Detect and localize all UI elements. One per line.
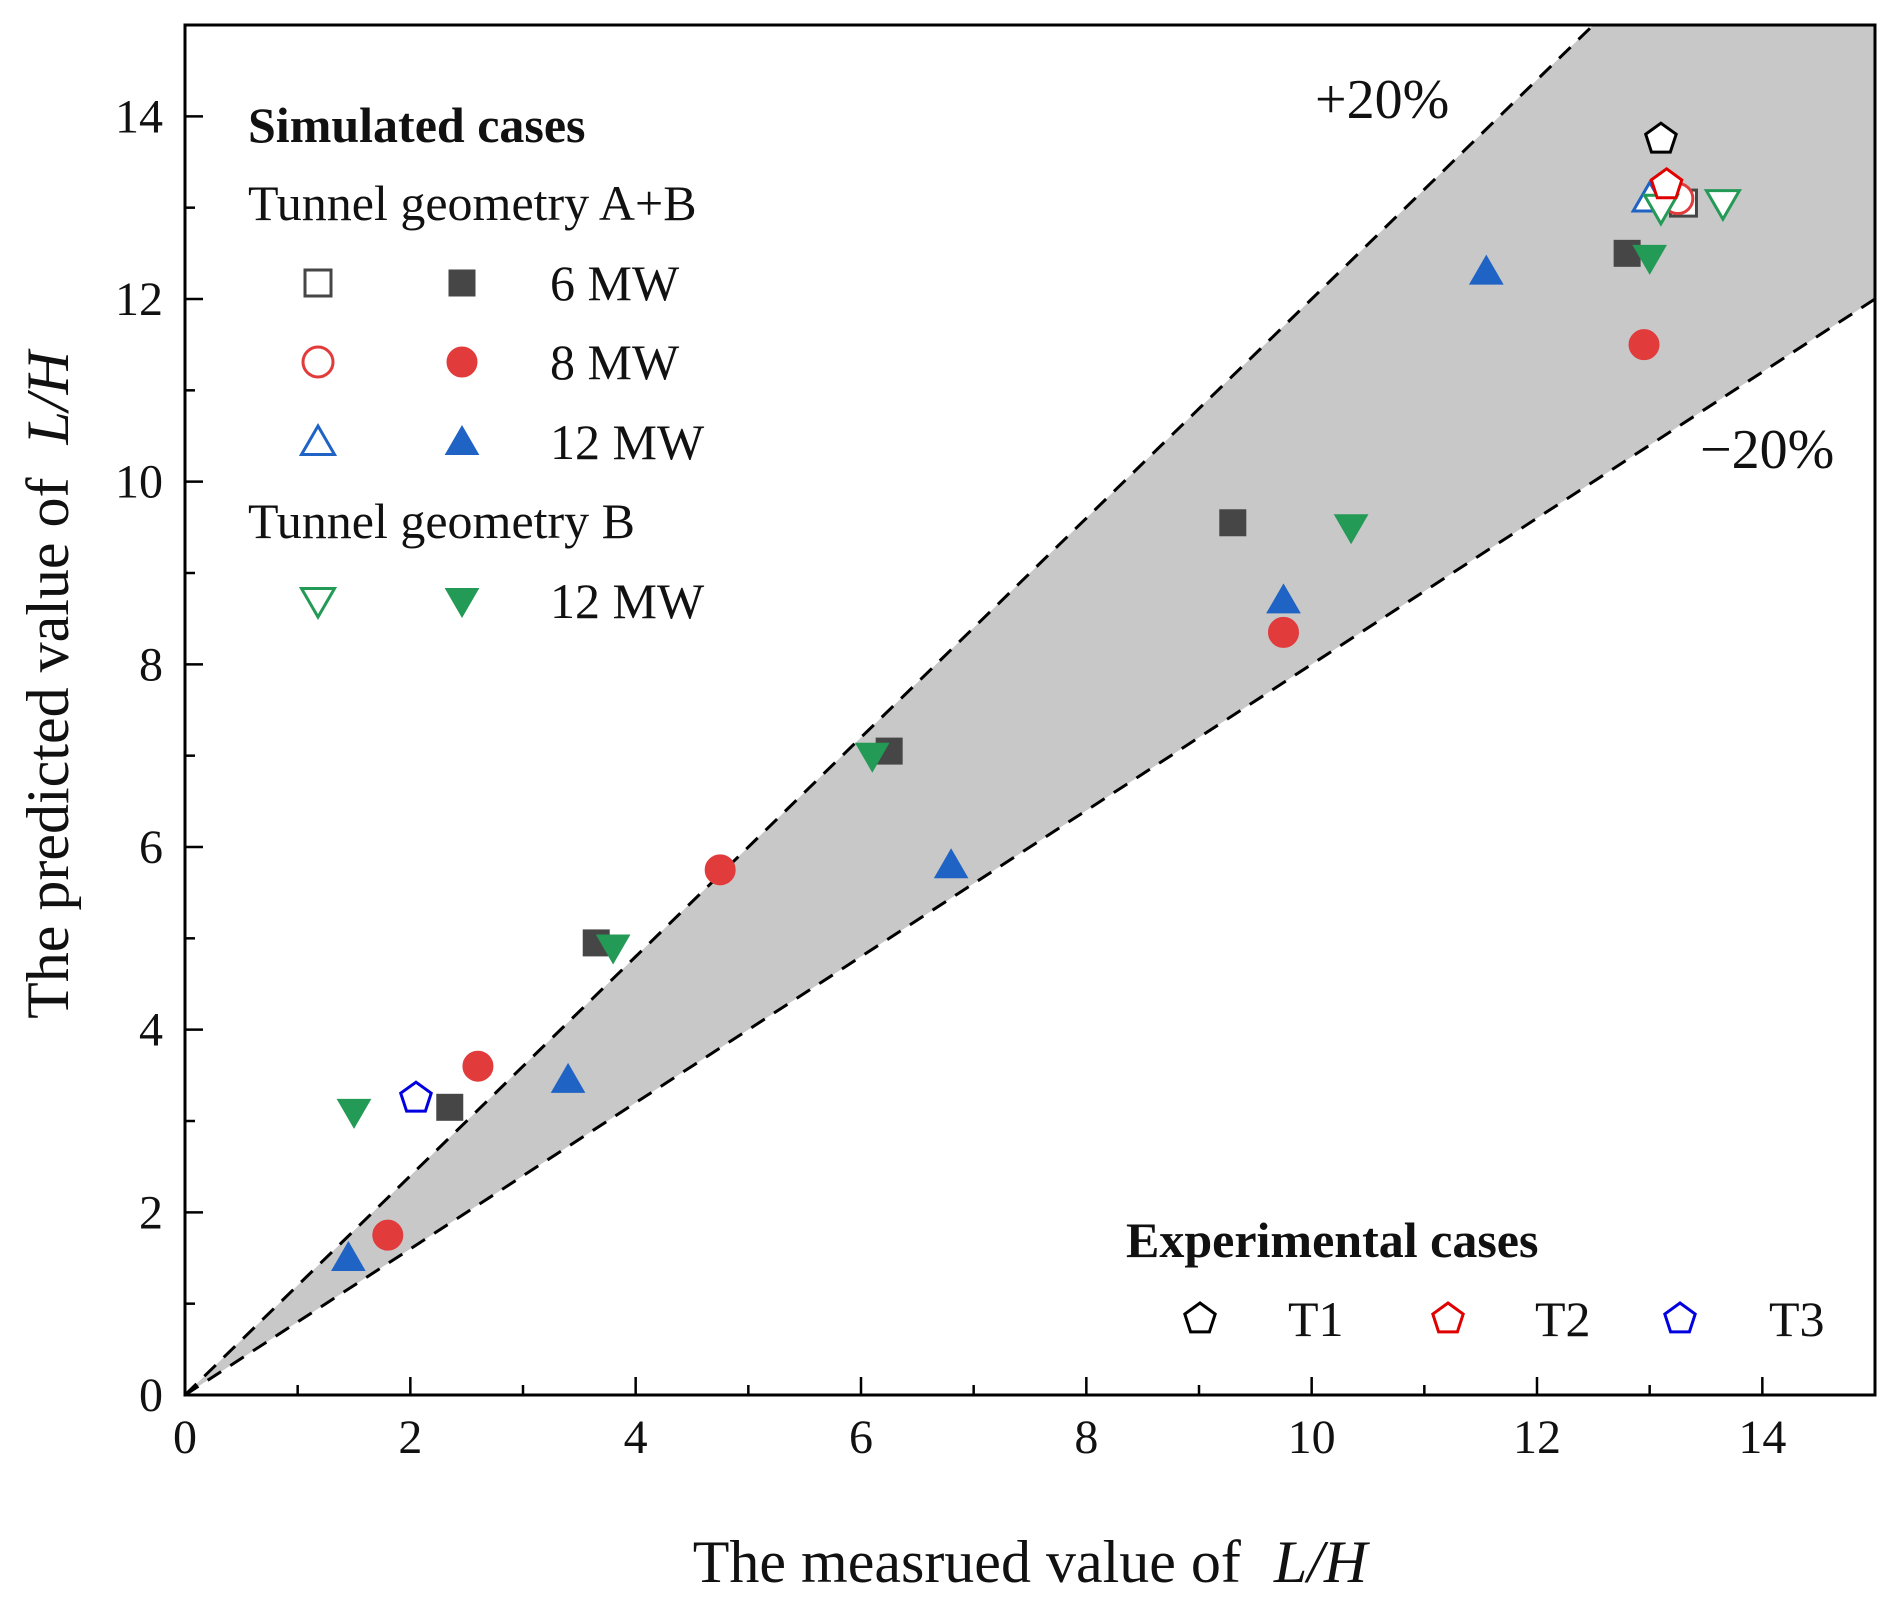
x-tick-label: 0 xyxy=(173,1411,197,1464)
legend-label-8mw: 8 MW xyxy=(550,334,680,390)
data-point xyxy=(1333,514,1369,545)
legend-experimental: Experimental cases T1 T2 T3 xyxy=(1126,1212,1825,1347)
data-point xyxy=(1613,239,1641,267)
x-axis-title-variable: L/H xyxy=(1273,1529,1371,1595)
band-upper-label: +20% xyxy=(1315,69,1449,131)
data-point xyxy=(372,1219,404,1251)
data-point xyxy=(933,848,969,879)
legend-label-12mw-b: 12 MW xyxy=(550,573,705,629)
x-tick-label: 10 xyxy=(1288,1411,1336,1464)
y-tick-label: 14 xyxy=(115,90,163,143)
legend-marker-open xyxy=(298,423,338,456)
y-tick-label: 0 xyxy=(139,1369,163,1422)
tolerance-band xyxy=(185,25,1875,1395)
y-tick-label: 8 xyxy=(139,638,163,691)
axis-ticks xyxy=(183,23,1877,1397)
legend-marker-t3 xyxy=(1663,1301,1697,1334)
data-point xyxy=(854,742,890,773)
data-point xyxy=(1632,244,1667,275)
band-fill xyxy=(185,25,1875,1395)
y-tick-label: 6 xyxy=(139,821,163,874)
data-point xyxy=(436,1093,464,1121)
legend-marker-filled xyxy=(444,425,480,455)
data-point xyxy=(336,1098,372,1129)
legend-label-t3: T3 xyxy=(1769,1291,1825,1347)
legend-experimental-title: Experimental cases xyxy=(1126,1212,1538,1268)
data-point xyxy=(1703,189,1743,223)
data-point xyxy=(704,854,736,886)
y-tick-label: 12 xyxy=(115,273,163,326)
legend-label-6mw: 6 MW xyxy=(550,255,680,311)
legend-experimental-markers xyxy=(1183,1301,1697,1334)
legend-marker-filled xyxy=(448,269,476,297)
data-points xyxy=(331,121,1743,1271)
x-tick-label: 6 xyxy=(849,1411,873,1464)
legend-label-t2: T2 xyxy=(1535,1291,1591,1347)
data-point xyxy=(1266,583,1301,614)
y-axis-title-text: The predicted value of xyxy=(15,477,81,1018)
data-point xyxy=(1268,616,1299,648)
x-tick-label: 4 xyxy=(624,1411,648,1464)
legend-marker-open xyxy=(303,268,333,298)
x-tick-label: 14 xyxy=(1738,1411,1786,1464)
legend-group-ab: Tunnel geometry A+B xyxy=(248,175,697,231)
legend-marker-t1 xyxy=(1183,1301,1217,1334)
y-axis-title-variable: L/H xyxy=(15,347,81,445)
legend-group-b: Tunnel geometry B xyxy=(248,493,635,549)
band-lower-label: −20% xyxy=(1700,419,1834,481)
y-tick-label: 2 xyxy=(139,1186,163,1239)
band-lower-line xyxy=(185,297,1875,1395)
legend-marker-open xyxy=(298,587,338,620)
x-tick-label: 8 xyxy=(1074,1411,1098,1464)
legend-marker-filled xyxy=(444,588,480,618)
band-upper-line xyxy=(185,25,1595,1395)
data-point xyxy=(1219,509,1247,537)
legend-simulated-markers xyxy=(298,268,480,620)
legend-marker-filled xyxy=(446,346,478,378)
y-tick-label: 4 xyxy=(139,1004,163,1057)
data-point xyxy=(1649,166,1684,200)
data-point xyxy=(1628,329,1660,361)
y-axis-title: The predicted value of L/H xyxy=(15,347,81,1018)
x-tick-label: 2 xyxy=(398,1411,422,1464)
legend-marker-open xyxy=(301,345,335,379)
legend-simulated-title: Simulated cases xyxy=(248,97,586,153)
data-point xyxy=(595,934,631,965)
data-point xyxy=(1468,254,1504,285)
y-tick-label: 10 xyxy=(115,456,163,509)
x-tick-label: 12 xyxy=(1513,1411,1561,1464)
plot-frame xyxy=(183,23,1877,1397)
x-axis-title: The measrued value of L/H xyxy=(693,1529,1371,1595)
data-point xyxy=(550,1062,586,1093)
svg-text:The measrued value of L/: The measrued value of L/H xyxy=(693,1529,1371,1595)
legend-label-12mw-ab: 12 MW xyxy=(550,414,705,470)
data-point xyxy=(331,1240,366,1271)
legend-label-t1: T1 xyxy=(1288,1291,1344,1347)
data-point xyxy=(398,1080,433,1113)
tick-labels: 0 2 4 6 8 10 12 14 0 2 4 6 8 10 12 14 xyxy=(115,90,1786,1464)
x-axis-title-text: The measrued value of xyxy=(693,1529,1241,1595)
legend-marker-t2 xyxy=(1431,1301,1465,1334)
data-point xyxy=(1643,121,1678,154)
svg-text:The predicted value of L: The predicted value of L/H xyxy=(15,347,81,1018)
data-point xyxy=(462,1050,494,1082)
legend-simulated: Simulated cases Tunnel geometry A+B 6 MW… xyxy=(248,97,705,629)
